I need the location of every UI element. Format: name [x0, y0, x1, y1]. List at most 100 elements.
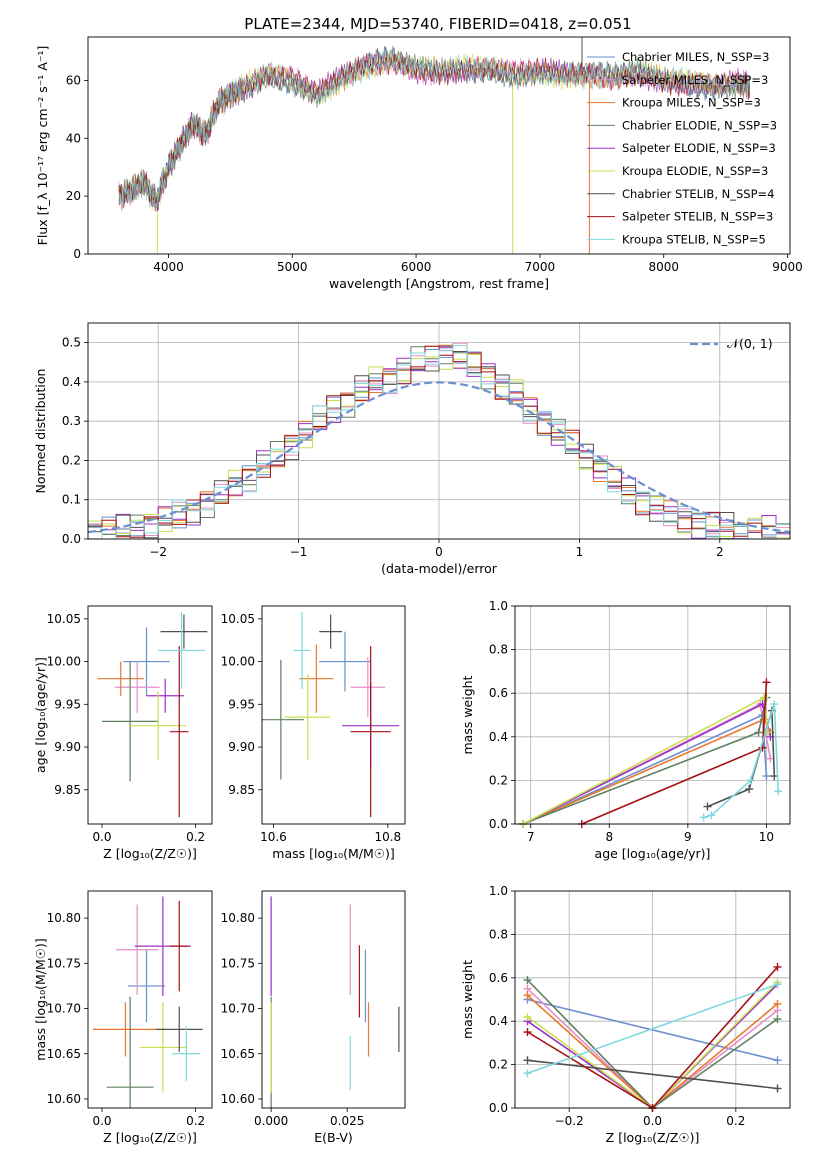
series-line [527, 983, 778, 1075]
y-tick-label: 10.65 [221, 1047, 255, 1061]
y-tick-label: 0.8 [489, 643, 508, 657]
errorbar-point [130, 691, 187, 760]
plot-age-vs-Z: 0.0 0.2 9.85 9.90 9.95 10.00 10.05 Z [log₁₀(Z/Z… [33, 605, 213, 861]
x-tick-label: 1 [576, 545, 584, 559]
errorbar-point [284, 674, 331, 760]
y-tick-label: 9.95 [228, 697, 255, 711]
errorbar-point [319, 631, 371, 692]
series-marker [523, 975, 532, 984]
y-tick-label: 40 [66, 131, 81, 145]
y-tick-label: 0.6 [489, 971, 508, 985]
y-axis-label: mass weight [460, 675, 475, 754]
errorbar-point [97, 661, 145, 696]
x-tick-label: 0 [435, 545, 443, 559]
x-tick-label: 0.0 [92, 830, 111, 844]
x-tick-label: 0.025 [330, 1114, 364, 1128]
errorbar-point [116, 904, 159, 995]
series-marker [762, 678, 771, 687]
y-tick-label: 0.0 [489, 1101, 508, 1115]
x-axis-label: Z [log₁₀(Z/Z☉)] [606, 1130, 700, 1145]
y-tick-label: 9.90 [228, 740, 255, 754]
y-tick-label: 0.2 [489, 773, 508, 787]
errorbar-group [92, 896, 203, 1108]
spectrum-lines [118, 37, 751, 254]
series-marker [523, 1012, 532, 1021]
y-axis-label: mass weight [460, 960, 475, 1039]
y-tick-label: 9.90 [54, 740, 81, 754]
errorbar-point [102, 661, 159, 782]
x-tick-label: 10 [759, 830, 774, 844]
x-tick-label: 4000 [153, 260, 184, 274]
x-axis-label: (data-model)/error [381, 561, 498, 576]
errorbar-point [114, 661, 160, 713]
errorbar-point [350, 657, 385, 718]
y-tick-label: 9.85 [54, 783, 81, 797]
series-marker [699, 813, 708, 822]
x-tick-label: −2 [149, 545, 167, 559]
x-tick-label: 6000 [401, 260, 432, 274]
plot-massweight-vs-age: 7 8 9 10 0.0 0.2 0.4 0.6 0.8 1.0 age [log₁₀(age/yr… [460, 599, 791, 861]
legend-label: 𝒩(0, 1) [727, 336, 773, 351]
y-axis-label: age [log₁₀(age/yr)] [33, 657, 48, 773]
x-tick-label: 9000 [772, 260, 803, 274]
y-tick-label: 0.4 [489, 730, 508, 744]
errorbar-point [106, 996, 154, 1108]
legend-label: Chabrier ELODIE, N_SSP=3 [622, 118, 777, 132]
y-tick-label: 0.0 [489, 817, 508, 831]
legend-label: Chabrier MILES, N_SSP=3 [622, 50, 769, 64]
y-tick-label: 0 [73, 247, 81, 261]
y-tick-label: 60 [66, 73, 81, 87]
series-marker [746, 776, 755, 785]
legend-label: Kroupa STELIB, N_SSP=5 [622, 232, 766, 246]
x-axis-label: age [log₁₀(age/yr)] [595, 846, 711, 861]
y-tick-label: 10.75 [221, 956, 255, 970]
plot-mass-vs-EBV: 0.000 0.025 10.60 10.65 10.70 10.75 10.80 E(B-V… [221, 890, 406, 1145]
y-tick-label: 0.5 [62, 336, 81, 350]
axes-frame [87, 890, 213, 1109]
legend-label: Salpeter ELODIE, N_SSP=3 [622, 141, 776, 155]
x-tick-label: 10.8 [374, 830, 401, 844]
errorbar-point [169, 900, 189, 992]
series-marker [703, 802, 712, 811]
errorbar-point [350, 646, 391, 818]
plot-spectrum: 4000 5000 6000 7000 8000 9000 0 20 40 60 wavelengt… [35, 36, 803, 291]
errorbar-point [172, 1026, 201, 1081]
spectrum-series [118, 49, 751, 212]
x-tick-label: 0.0 [92, 1114, 111, 1128]
errorbar-point [169, 646, 189, 818]
y-tick-label: 10.00 [221, 655, 255, 669]
plot-massweight-vs-Z: −0.2 0.0 0.2 0.0 0.2 0.4 0.6 0.8 1.0 Z [log₁₀(Z/Z… [460, 884, 791, 1145]
axes-frame [261, 890, 406, 1109]
y-tick-label: 9.85 [228, 783, 255, 797]
y-tick-label: 0.8 [489, 927, 508, 941]
series-line [527, 998, 778, 1062]
y-tick-label: 10.70 [221, 1002, 255, 1016]
errorbar-point [146, 678, 184, 713]
axes-frame [261, 605, 406, 825]
errorbar-point [160, 614, 208, 649]
y-tick-label: 0.0 [62, 532, 81, 546]
series-marker [760, 693, 769, 702]
series-marker [523, 1069, 532, 1078]
gaussian-curve [88, 381, 790, 534]
y-tick-label: 10.00 [47, 655, 81, 669]
series-marker [754, 728, 763, 737]
series-marker [773, 1015, 782, 1024]
y-tick-label: 1.0 [489, 599, 508, 613]
x-tick-label: 7000 [525, 260, 556, 274]
x-tick-label: 7 [527, 830, 535, 844]
series-marker [762, 772, 771, 781]
x-axis-label: E(B-V) [314, 1130, 353, 1145]
x-tick-label: 0.2 [186, 1114, 205, 1128]
series-marker [773, 1084, 782, 1093]
figure-title: PLATE=2344, MJD=53740, FIBERID=0418, z=0… [244, 15, 631, 33]
y-tick-label: 10.60 [47, 1092, 81, 1106]
series-marker [774, 787, 783, 796]
series-marker [707, 811, 716, 820]
y-tick-label: 0.1 [62, 493, 81, 507]
series-marker [770, 700, 779, 709]
y-tick-label: 0.2 [62, 453, 81, 467]
y-tick-label: 10.75 [47, 956, 81, 970]
y-axis-label: mass [log₁₀(M/M☉)] [33, 938, 48, 1060]
y-tick-label: 10.80 [47, 911, 81, 925]
